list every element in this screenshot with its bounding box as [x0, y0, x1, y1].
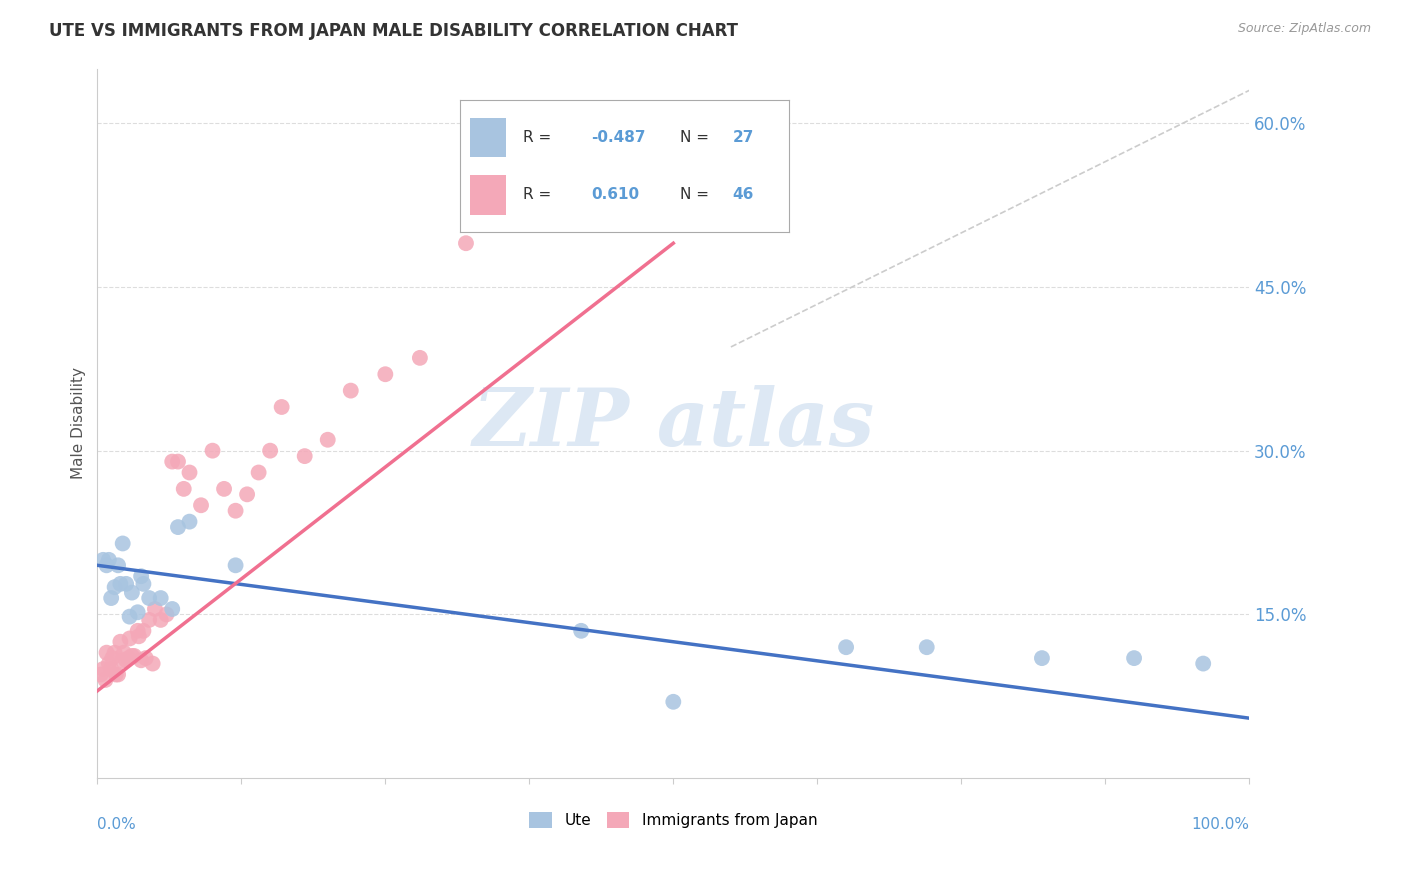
Point: [100, 662, 122, 676]
Text: ZIP atlas: ZIP atlas: [472, 384, 875, 462]
Point: [104, 580, 127, 594]
Point: [212, 482, 235, 496]
Point: [91, 662, 114, 676]
Point: [94, 673, 117, 687]
Point: [143, 602, 166, 616]
Point: [135, 651, 157, 665]
Point: [247, 466, 270, 480]
Point: [179, 515, 201, 529]
Point: [1123, 651, 1146, 665]
Point: [115, 577, 138, 591]
Point: [110, 577, 132, 591]
Point: [409, 351, 432, 365]
Point: [225, 558, 247, 573]
Point: [149, 591, 172, 605]
Point: [236, 487, 259, 501]
Point: [110, 634, 132, 648]
Legend: Ute, Immigrants from Japan: Ute, Immigrants from Japan: [523, 806, 824, 834]
Point: [117, 651, 139, 665]
Point: [138, 591, 160, 605]
Point: [1192, 657, 1215, 671]
Point: [173, 482, 195, 496]
Point: [662, 695, 685, 709]
Point: [374, 368, 396, 382]
Point: [104, 646, 127, 660]
Point: [201, 443, 224, 458]
Point: [97, 553, 120, 567]
Point: [138, 613, 160, 627]
Point: [259, 443, 281, 458]
Point: [100, 591, 122, 605]
Point: [132, 577, 155, 591]
Text: 0.0%: 0.0%: [97, 817, 136, 832]
Point: [160, 602, 183, 616]
Point: [190, 498, 212, 512]
Point: [128, 629, 150, 643]
Point: [179, 466, 201, 480]
Point: [104, 667, 127, 681]
Point: [90, 667, 112, 681]
Point: [129, 653, 152, 667]
Point: [225, 504, 247, 518]
Point: [107, 667, 129, 681]
Point: [569, 624, 592, 638]
Point: [454, 236, 477, 251]
Point: [132, 624, 155, 638]
Point: [1031, 651, 1053, 665]
Point: [101, 651, 124, 665]
Point: [121, 585, 143, 599]
Text: 100.0%: 100.0%: [1191, 817, 1250, 832]
Point: [129, 569, 152, 583]
Point: [167, 454, 190, 468]
Text: UTE VS IMMIGRANTS FROM JAPAN MALE DISABILITY CORRELATION CHART: UTE VS IMMIGRANTS FROM JAPAN MALE DISABI…: [49, 22, 738, 40]
Point: [107, 558, 129, 573]
Point: [149, 613, 172, 627]
Point: [96, 646, 118, 660]
Point: [339, 384, 361, 398]
Point: [915, 640, 938, 655]
Point: [160, 454, 183, 468]
Point: [122, 648, 145, 663]
Point: [127, 624, 149, 638]
Point: [111, 536, 134, 550]
Text: Source: ZipAtlas.com: Source: ZipAtlas.com: [1237, 22, 1371, 36]
Point: [316, 433, 339, 447]
Point: [155, 607, 177, 622]
Point: [121, 648, 143, 663]
Point: [97, 657, 120, 671]
Point: [294, 449, 316, 463]
Point: [835, 640, 858, 655]
Point: [96, 558, 118, 573]
Y-axis label: Male Disability: Male Disability: [72, 368, 86, 479]
Point: [91, 553, 114, 567]
Point: [270, 400, 292, 414]
Point: [118, 632, 141, 646]
Point: [167, 520, 190, 534]
Point: [127, 605, 149, 619]
Point: [142, 657, 165, 671]
Point: [111, 653, 134, 667]
Point: [115, 653, 138, 667]
Point: [112, 646, 135, 660]
Point: [118, 609, 141, 624]
